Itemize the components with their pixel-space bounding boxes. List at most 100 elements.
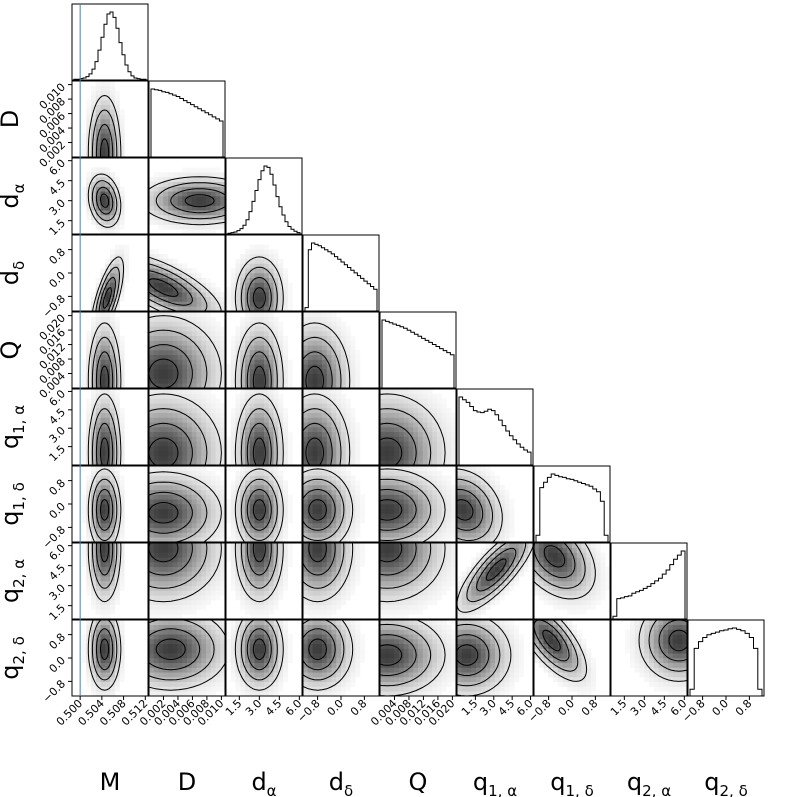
- density-bin: [399, 441, 405, 447]
- density-bin: [235, 543, 241, 549]
- density-bin: [264, 403, 270, 409]
- density-bin: [336, 494, 342, 500]
- density-bin: [312, 562, 318, 568]
- density-bin: [201, 494, 207, 500]
- density-bin: [206, 210, 212, 216]
- density-bin: [187, 417, 193, 423]
- density-bin: [196, 532, 202, 538]
- density-bin: [172, 268, 178, 274]
- density-bin: [399, 523, 405, 529]
- density-bin: [336, 364, 342, 370]
- density-bin: [408, 552, 414, 558]
- density-bin: [259, 292, 265, 298]
- density-bin: [451, 571, 456, 577]
- density-bin: [215, 450, 221, 456]
- density-bin: [254, 532, 260, 538]
- density-bin: [287, 513, 293, 519]
- density-bin: [149, 273, 155, 279]
- density-bin: [278, 494, 284, 500]
- density-bin: [91, 600, 97, 606]
- density-bin: [95, 422, 101, 428]
- density-bin: [418, 455, 424, 461]
- density-bin: [230, 441, 236, 447]
- density-bin: [119, 114, 125, 120]
- density-bin: [100, 90, 106, 96]
- density-bin: [240, 340, 246, 346]
- density-bin: [259, 466, 265, 472]
- density-bin: [264, 350, 270, 356]
- density-bin: [210, 446, 216, 452]
- density-bin: [91, 480, 97, 486]
- density-bin: [418, 480, 424, 486]
- density-bin: [114, 90, 120, 96]
- density-bin: [303, 527, 309, 533]
- density-bin: [322, 562, 328, 568]
- density-bin: [182, 562, 188, 568]
- density-bin: [336, 326, 342, 332]
- contour-line: [100, 499, 110, 521]
- density-bin: [317, 508, 323, 514]
- density-bin: [322, 576, 328, 582]
- density-bin: [264, 504, 270, 510]
- density-bin: [326, 403, 332, 409]
- density-bin: [86, 571, 92, 577]
- density-bin: [350, 450, 356, 456]
- density-bin: [105, 543, 111, 549]
- density-bin: [187, 340, 193, 346]
- density-bin: [235, 306, 241, 311]
- density-bin: [466, 604, 472, 610]
- density-bin: [249, 460, 255, 465]
- density-bin: [451, 552, 456, 558]
- density-bin: [268, 301, 274, 307]
- contour-line: [380, 468, 446, 542]
- density-bin: [317, 518, 323, 524]
- density-bin: [427, 450, 433, 456]
- density-bin: [341, 441, 347, 447]
- density-bin: [345, 345, 351, 351]
- density-bin: [273, 466, 279, 472]
- density-bin: [196, 393, 202, 399]
- density-bin: [403, 466, 409, 472]
- density-bin: [235, 513, 241, 519]
- panel-Q-vs-D: [148, 311, 226, 389]
- density-bin: [182, 191, 188, 197]
- density-bin: [206, 475, 212, 481]
- density-bin: [427, 475, 433, 481]
- density-bin: [303, 609, 309, 615]
- density-bin: [182, 408, 188, 414]
- density-bin: [336, 513, 342, 519]
- density-bin: [283, 417, 289, 423]
- density-bin: [350, 431, 356, 437]
- density-bin: [495, 562, 501, 568]
- density-bin: [490, 475, 496, 481]
- density-bin: [336, 398, 342, 404]
- density-bin: [119, 566, 125, 572]
- density-bin: [389, 571, 395, 577]
- density-bin: [206, 306, 212, 311]
- density-bin: [235, 403, 241, 409]
- density-bin: [480, 527, 486, 533]
- density-bin: [235, 552, 241, 558]
- density-bin: [437, 504, 443, 510]
- density-bin: [312, 403, 318, 409]
- density-bin: [119, 200, 125, 206]
- density-bin: [408, 403, 414, 409]
- density-bin: [399, 499, 405, 505]
- density-bin: [432, 470, 438, 476]
- density-bin: [105, 85, 111, 91]
- density-bin: [331, 403, 337, 409]
- density-bin: [119, 475, 125, 481]
- density-bin: [326, 532, 332, 538]
- density-bin: [235, 576, 241, 582]
- density-bin: [110, 321, 116, 327]
- density-bin: [399, 504, 405, 510]
- density-bin: [437, 417, 443, 423]
- density-bin: [249, 614, 255, 619]
- density-bin: [168, 340, 174, 346]
- density-bin: [389, 590, 395, 596]
- density-bin: [403, 504, 409, 510]
- density-bin: [210, 403, 216, 409]
- density-bin: [278, 350, 284, 356]
- density-bin: [201, 537, 207, 542]
- density-bin: [499, 590, 505, 596]
